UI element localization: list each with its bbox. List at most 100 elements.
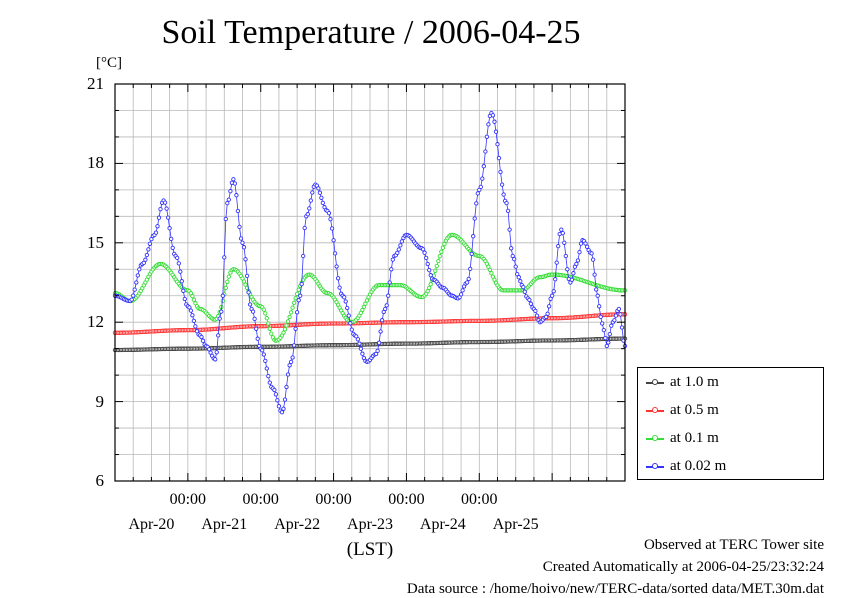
data-point: [346, 313, 351, 318]
data-point: [263, 358, 268, 364]
data-point: [427, 285, 432, 291]
data-point: [282, 397, 288, 402]
data-point: [182, 296, 187, 302]
data-point: [345, 305, 350, 311]
data-point: [422, 250, 427, 255]
data-point: [565, 267, 570, 272]
data-point: [179, 279, 184, 284]
data-point: [181, 288, 186, 293]
data-point: [131, 293, 136, 298]
data-point: [167, 226, 172, 231]
data-point: [556, 243, 561, 249]
data-point: [276, 404, 282, 409]
data-point: [231, 177, 236, 182]
x-tick-label-date: Apr-23: [347, 516, 393, 533]
data-point: [560, 230, 565, 236]
data-point: [534, 313, 540, 318]
data-point: [266, 321, 271, 326]
data-point: [474, 201, 479, 206]
data-point: [469, 251, 474, 257]
x-tick-label-date: Apr-24: [419, 516, 466, 533]
data-point: [427, 267, 432, 273]
data-point: [260, 348, 265, 353]
data-point: [254, 326, 259, 331]
data-point: [234, 193, 239, 198]
data-point: [389, 267, 394, 272]
data-point: [589, 251, 594, 256]
data-point: [334, 264, 339, 269]
data-point: [594, 287, 599, 292]
data-point: [489, 271, 494, 276]
data-point: [228, 189, 233, 194]
y-tick-label: 6: [95, 471, 105, 490]
data-point: [376, 340, 382, 345]
data-point: [495, 142, 500, 147]
data-point: [223, 216, 228, 222]
data-point: [600, 321, 605, 326]
data-point: [481, 164, 486, 169]
data-point: [316, 186, 321, 191]
data-point: [275, 398, 280, 403]
data-point: [326, 210, 332, 216]
data-point: [261, 352, 266, 357]
x-axis-label: (LST): [346, 539, 394, 560]
data-point: [360, 351, 365, 356]
data-point: [328, 216, 333, 222]
data-point: [554, 260, 559, 265]
x-tick-label-time: 00:00: [315, 491, 352, 508]
data-point: [521, 284, 526, 290]
data-point: [216, 333, 221, 338]
data-point: [522, 289, 527, 294]
data-point: [460, 288, 465, 293]
data-point: [298, 293, 303, 298]
data-point: [317, 190, 323, 195]
data-point: [343, 299, 348, 304]
data-point: [226, 274, 231, 279]
data-point: [386, 293, 391, 298]
data-point: [490, 274, 496, 279]
data-point: [293, 326, 298, 331]
data-point: [613, 313, 619, 318]
data-point: [153, 230, 159, 235]
data-point: [492, 119, 497, 124]
data-point: [428, 282, 433, 287]
data-point: [595, 293, 600, 298]
data-point: [208, 350, 213, 355]
data-point: [178, 269, 183, 274]
data-point: [291, 300, 297, 306]
data-point: [188, 308, 194, 313]
data-point: [308, 198, 313, 203]
data-point: [222, 255, 227, 260]
data-point: [213, 357, 218, 362]
data-point: [199, 334, 204, 340]
data-point: [162, 200, 168, 205]
data-point: [141, 260, 146, 266]
data-point: [241, 245, 247, 250]
data-point: [158, 206, 163, 212]
legend-label: at 0.1 m: [670, 430, 719, 446]
data-point: [263, 311, 268, 316]
data-point: [384, 303, 389, 308]
legend-label: at 0.02 m: [670, 458, 727, 474]
data-point: [266, 373, 271, 379]
legend-marker: [652, 407, 658, 413]
data-point: [237, 224, 242, 230]
series-at-1-0-m: [112, 336, 628, 353]
data-point: [395, 250, 400, 256]
data-point: [512, 256, 517, 262]
y-tick-label: 21: [87, 74, 104, 93]
data-point: [559, 227, 564, 232]
data-point: [390, 257, 395, 262]
footer-created: Created Automatically at 2006-04-25/23:3…: [542, 559, 824, 575]
data-point: [129, 297, 134, 302]
data-point: [569, 277, 575, 282]
legend-label: at 1.0 m: [670, 374, 719, 390]
data-point: [175, 255, 180, 261]
data-point: [329, 226, 335, 231]
data-point: [578, 241, 584, 246]
data-point: [240, 240, 245, 245]
data-point: [434, 263, 439, 269]
data-point: [294, 291, 300, 297]
legend: at 1.0 m at 0.5 m at 0.1 m at 0.02 m: [637, 367, 824, 480]
data-point: [601, 327, 606, 333]
